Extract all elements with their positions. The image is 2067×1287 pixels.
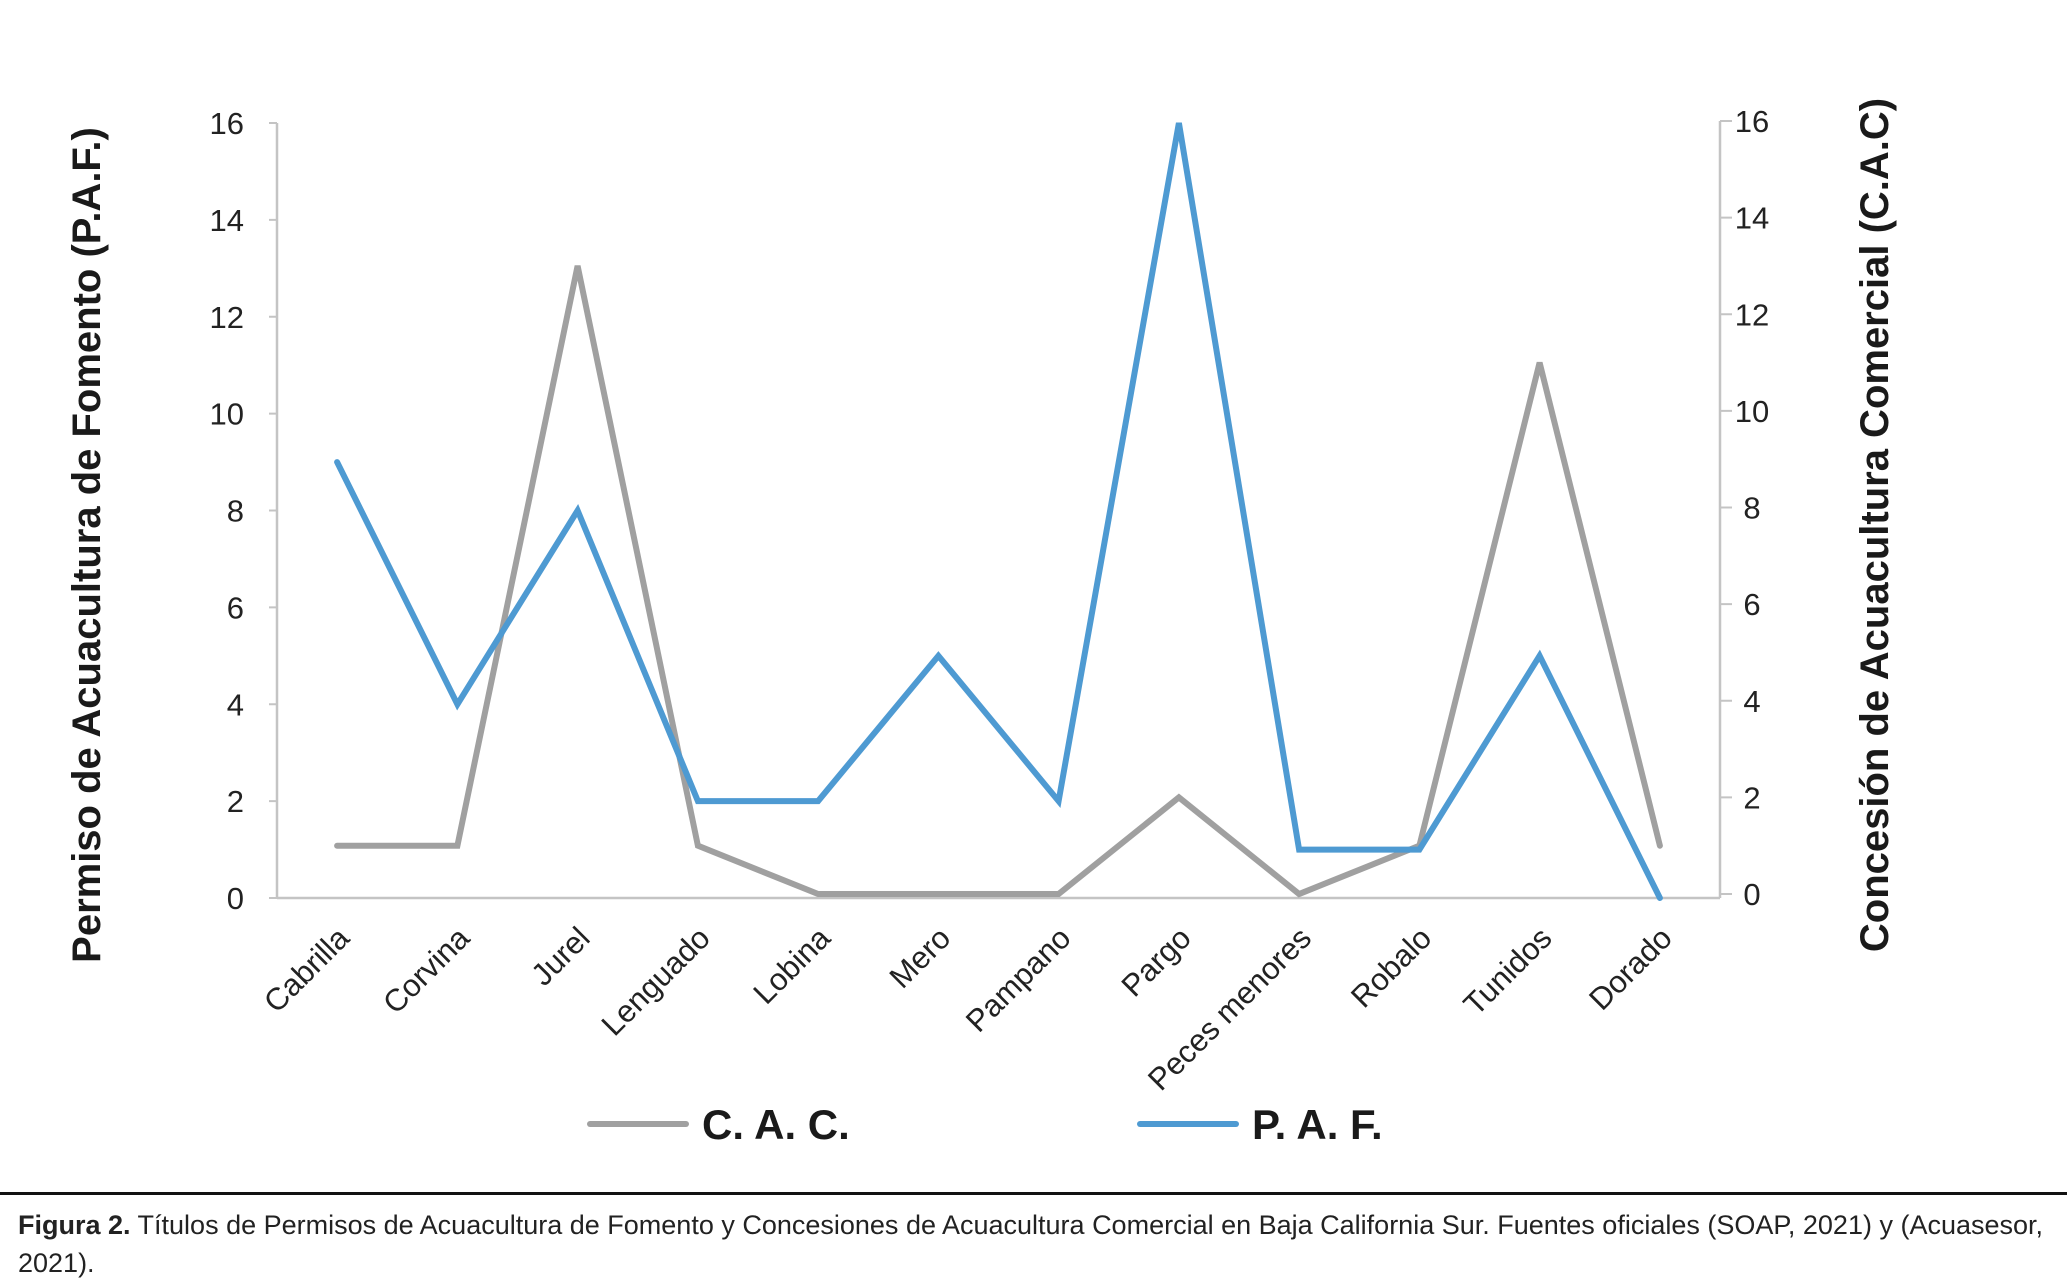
right-y-tick-label: 10 xyxy=(1735,394,1769,429)
legend: C. A. C. P. A. F. xyxy=(587,1101,1383,1148)
figure-label: Figura 2. xyxy=(18,1210,131,1240)
left-y-tick-label: 6 xyxy=(227,590,244,625)
left-y-tick-label: 12 xyxy=(210,300,244,335)
left-y-tick-label: 14 xyxy=(210,203,244,238)
right-y-tick-label: 12 xyxy=(1735,297,1769,332)
figure-caption: Figura 2. Títulos de Permisos de Acuacul… xyxy=(18,1206,2048,1282)
legend-label-paf: P. A. F. xyxy=(1252,1101,1383,1148)
right-y-axis-title: Concesión de Acuacultura Comercial (C.A.… xyxy=(1853,98,1897,952)
left-y-axis-title: Permiso de Acuacultura de Fomento (P.A.F… xyxy=(65,127,109,963)
series-lines xyxy=(334,122,1663,901)
cac-series-line xyxy=(334,265,1663,898)
legend-label-cac: C. A. C. xyxy=(702,1101,850,1148)
right-y-tick-label: 2 xyxy=(1743,780,1760,815)
right-y-tick-label: 14 xyxy=(1735,201,1769,236)
chart: 0 2 4 6 8 10 12 14 16 0 2 4 6 8 10 12 14 16 Cabrilla Corv… xyxy=(65,98,1897,1148)
paf-series-line xyxy=(334,122,1663,901)
right-y-tick-label: 6 xyxy=(1743,587,1760,622)
x-tick-label: Pampano xyxy=(959,920,1078,1039)
x-tick-label: Pargo xyxy=(1115,920,1198,1003)
caption-text: Títulos de Permisos de Acuacultura de Fo… xyxy=(18,1210,2044,1278)
left-y-tick-label: 0 xyxy=(227,881,244,916)
left-y-tick-label: 16 xyxy=(210,106,244,141)
x-tick-label: Cabrilla xyxy=(257,920,357,1020)
right-y-tick-label: 16 xyxy=(1735,104,1769,139)
x-tick-label: Corvina xyxy=(376,920,477,1021)
x-tick-label: Mero xyxy=(883,920,958,995)
x-tick-label: Lenguado xyxy=(595,920,717,1042)
left-y-tick-label: 4 xyxy=(227,687,244,722)
right-y-axis-ticks: 0 2 4 6 8 10 12 14 16 xyxy=(1720,104,1769,912)
x-tick-label: Dorado xyxy=(1582,920,1679,1017)
right-y-tick-label: 0 xyxy=(1743,877,1760,912)
left-y-tick-label: 10 xyxy=(210,397,244,432)
left-y-tick-label: 2 xyxy=(227,784,244,819)
x-tick-label: Lobina xyxy=(746,920,837,1011)
caption-divider xyxy=(0,1192,2067,1195)
right-y-tick-label: 4 xyxy=(1743,684,1760,719)
left-y-axis-ticks: 0 2 4 6 8 10 12 14 16 xyxy=(210,106,277,916)
right-y-tick-label: 8 xyxy=(1743,491,1760,526)
left-y-tick-label: 8 xyxy=(227,494,244,529)
x-tick-label: Robalo xyxy=(1344,920,1438,1014)
x-tick-label: Tunidos xyxy=(1457,920,1559,1022)
x-tick-label: Jurel xyxy=(524,920,596,992)
